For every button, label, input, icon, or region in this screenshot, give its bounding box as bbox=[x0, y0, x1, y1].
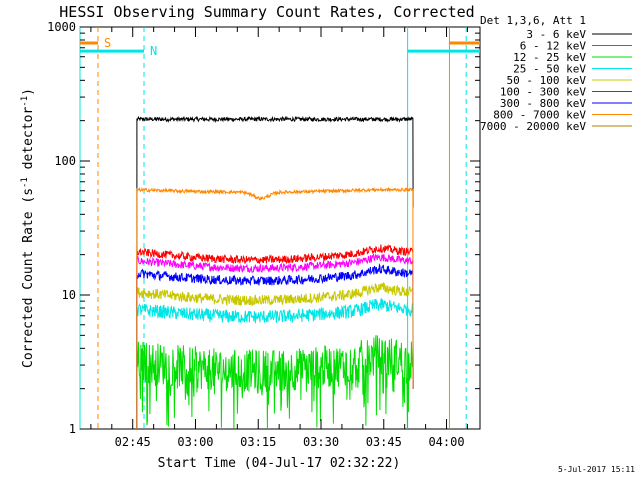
series-line bbox=[136, 253, 414, 429]
y-axis-label-main: Corrected Count Rate (s bbox=[21, 188, 36, 368]
series-layer bbox=[136, 115, 414, 429]
series-line bbox=[136, 115, 414, 429]
y-axis-label-sup2: -1 bbox=[20, 96, 30, 107]
chart-title: HESSI Observing Summary Count Rates, Cor… bbox=[59, 3, 474, 21]
x-tick-label: 03:30 bbox=[303, 435, 339, 449]
legend-label: 50 - 100 keV bbox=[507, 74, 587, 87]
legend-label: 3 - 6 keV bbox=[526, 28, 586, 41]
marker-label: S bbox=[104, 36, 111, 50]
legend-label: 12 - 25 keV bbox=[513, 51, 586, 64]
legend-header: Det 1,3,6, Att 1 bbox=[480, 14, 586, 27]
y-tick-label: 10 bbox=[62, 288, 76, 302]
y-axis-label-end: ) bbox=[21, 88, 36, 96]
x-tick-label: 03:45 bbox=[366, 435, 402, 449]
series-line bbox=[136, 335, 414, 429]
x-tick-label: 03:00 bbox=[177, 435, 213, 449]
y-tick-label: 100 bbox=[54, 154, 76, 168]
y-axis-label: Corrected Count Rate (s-1 detector-1) bbox=[20, 88, 36, 368]
series-line bbox=[136, 281, 414, 429]
legend-label: 100 - 300 keV bbox=[500, 86, 586, 99]
y-tick-label: 1000 bbox=[47, 20, 76, 34]
y-axis-label-mid: detector bbox=[21, 107, 36, 178]
x-axis-label: Start Time (04-Jul-17 02:32:22) bbox=[158, 456, 401, 471]
legend-label: 25 - 50 keV bbox=[513, 63, 586, 76]
marker-label: N bbox=[150, 44, 157, 58]
series-line bbox=[136, 186, 414, 429]
series-line bbox=[136, 298, 414, 429]
x-tick-label: 02:45 bbox=[115, 435, 151, 449]
series-line bbox=[136, 263, 414, 429]
legend-label: 300 - 800 keV bbox=[500, 97, 586, 110]
legend-label: 6 - 12 keV bbox=[520, 40, 587, 53]
x-tick-label: 03:15 bbox=[240, 435, 276, 449]
y-axis-label-sup1: -1 bbox=[20, 177, 30, 188]
legend-label: 800 - 7000 keV bbox=[493, 109, 586, 122]
y-tick-label: 1 bbox=[69, 422, 76, 436]
series-line bbox=[136, 244, 414, 429]
tick-layer: 1 10 100 1000 02:45 03:00 03:15 03:30 03:45 04:00 bbox=[47, 20, 480, 449]
x-tick-label: 04:00 bbox=[428, 435, 464, 449]
timestamp: 5-Jul-2017 15:11 bbox=[558, 465, 635, 474]
legend-label: 7000 - 20000 keV bbox=[480, 120, 586, 133]
